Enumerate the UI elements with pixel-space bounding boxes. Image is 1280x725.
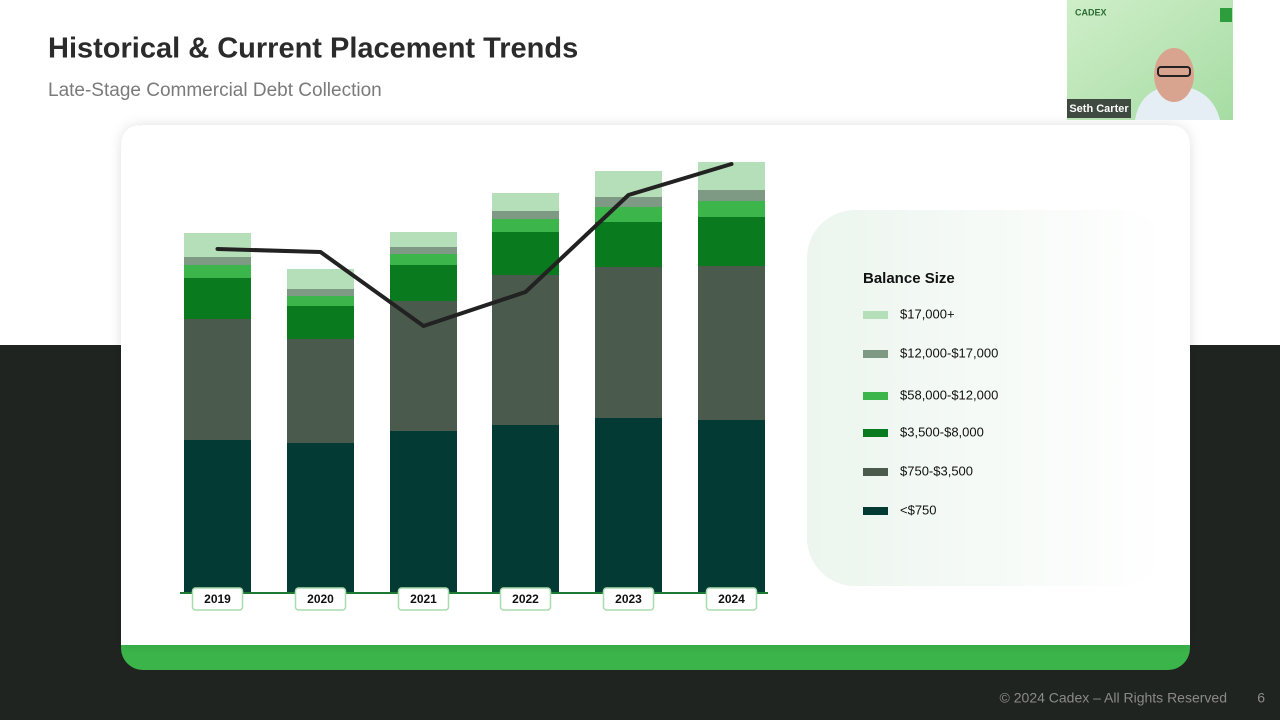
bar-segment bbox=[287, 306, 354, 339]
x-tick-label: 2019 bbox=[204, 592, 231, 606]
bar-segment bbox=[698, 420, 765, 593]
subtitle: Late-Stage Commercial Debt Collection bbox=[48, 80, 382, 101]
category-box bbox=[499, 587, 552, 611]
bar-segment bbox=[287, 443, 354, 593]
category-box bbox=[397, 587, 450, 611]
bar-segment bbox=[184, 440, 251, 593]
bar-segment bbox=[595, 267, 662, 418]
bar-segment bbox=[492, 275, 559, 425]
person-glasses bbox=[1157, 66, 1191, 77]
bar-segment bbox=[184, 319, 251, 440]
x-tick-label: 2023 bbox=[615, 592, 642, 606]
x-tick-label: 2021 bbox=[410, 592, 437, 606]
bar-segment bbox=[390, 431, 457, 593]
bar-segment bbox=[287, 339, 354, 443]
bar-segment bbox=[184, 278, 251, 319]
bar-segment bbox=[390, 254, 457, 265]
footer: © 2024 Cadex – All Rights Reserved bbox=[1000, 690, 1227, 706]
name-tag bbox=[1067, 99, 1131, 118]
legend-swatch bbox=[863, 507, 888, 515]
webcam: CADEX Seth Carter bbox=[1067, 0, 1233, 120]
bar-segment bbox=[390, 247, 457, 254]
legend-title: Balance Size bbox=[863, 270, 955, 287]
person-body bbox=[1135, 85, 1220, 120]
page-number: 6 bbox=[1257, 690, 1265, 706]
category-box bbox=[191, 587, 244, 611]
bar-segment bbox=[492, 219, 559, 232]
bar-segment bbox=[698, 266, 765, 420]
x-tick-label: 2022 bbox=[512, 592, 539, 606]
legend-label: $58,000-$12,000 bbox=[900, 387, 998, 402]
bar-segment bbox=[184, 265, 251, 278]
bar-segment bbox=[492, 425, 559, 593]
bar-segment bbox=[595, 197, 662, 207]
badge bbox=[1220, 8, 1232, 22]
legend-label: $3,500-$8,000 bbox=[900, 424, 984, 439]
legend-swatch bbox=[863, 311, 888, 319]
webcam-logo: CADEX bbox=[1075, 7, 1107, 17]
x-tick-label: 2020 bbox=[307, 592, 334, 606]
bar-segment bbox=[390, 232, 457, 247]
bar-segment bbox=[698, 217, 765, 266]
bar-segment bbox=[390, 265, 457, 301]
legend-label: $12,000-$17,000 bbox=[900, 345, 998, 360]
legend-swatch bbox=[863, 429, 888, 437]
bar-segment bbox=[595, 418, 662, 593]
legend-swatch bbox=[863, 468, 888, 476]
category-box bbox=[602, 587, 655, 611]
bar-segment bbox=[390, 301, 457, 431]
legend-box bbox=[807, 210, 1167, 586]
bar-segment bbox=[492, 193, 559, 211]
bar-segment bbox=[287, 269, 354, 289]
bar-segment bbox=[698, 190, 765, 201]
category-box bbox=[705, 587, 758, 611]
webcam-name: Seth Carter bbox=[1069, 103, 1129, 115]
bar-segment bbox=[184, 257, 251, 265]
legend-label: <$750 bbox=[900, 502, 937, 517]
category-box bbox=[294, 587, 347, 611]
legend-swatch bbox=[863, 392, 888, 400]
bar-segment bbox=[184, 233, 251, 257]
bar-segment bbox=[595, 222, 662, 267]
legend-label: $750-$3,500 bbox=[900, 463, 973, 478]
bar-segment bbox=[595, 171, 662, 197]
plot: 2019 2020 2021 2022 2023 2024 <$750 $750-$3,500… bbox=[180, 162, 998, 611]
bar-segment bbox=[492, 211, 559, 219]
bar-segment bbox=[287, 296, 354, 306]
bar-segment bbox=[287, 289, 354, 296]
trend-line bbox=[215, 162, 734, 328]
legend-label: $17,000+ bbox=[900, 306, 955, 321]
legend-swatch bbox=[863, 350, 888, 358]
x-tick-label: 2024 bbox=[718, 592, 745, 606]
bar-segment bbox=[698, 201, 765, 217]
bar-segment bbox=[492, 232, 559, 275]
bar-segment bbox=[698, 162, 765, 190]
title: Historical & Current Placement Trends bbox=[48, 33, 578, 65]
